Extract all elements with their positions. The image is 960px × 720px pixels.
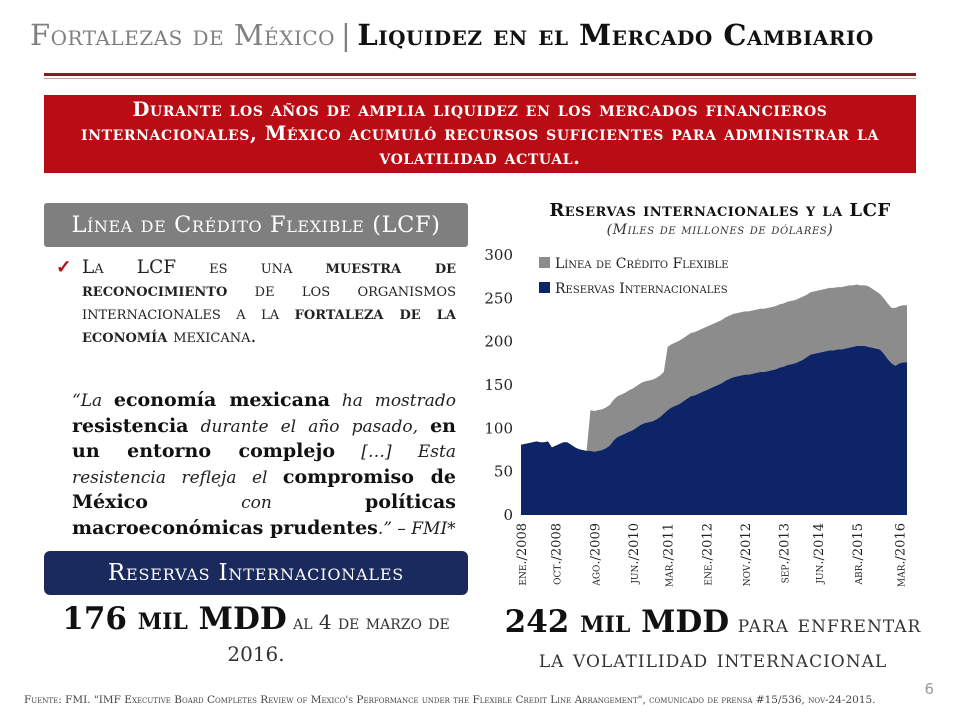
y-tick-label: 200 <box>484 333 513 351</box>
chart-title: Reservas internacionales y la LCF <box>549 200 891 221</box>
quote-text-6: .” – FMI* <box>377 518 456 539</box>
x-tick-label: abr./2015 <box>851 523 866 586</box>
x-tick-label: nov./2012 <box>739 523 754 586</box>
bullet-text-2: de los organismos internacionales a la <box>82 280 456 324</box>
series-reserves-area <box>521 346 907 515</box>
y-tick-label: 100 <box>484 419 513 437</box>
legend-swatch <box>539 257 550 268</box>
x-tick-label: ago./2009 <box>588 523 603 587</box>
series-lcf-area <box>521 284 907 452</box>
slide-title-left: Fortalezas de México <box>30 18 336 52</box>
quote-bold-4: compromiso de México <box>72 465 456 514</box>
page-number: 6 <box>924 680 934 698</box>
reserves-chart: 0 50 100 150 200 250 300 ene./2008 oct./2008 ago.… <box>484 246 908 587</box>
quote-bold-3: en un entorno complejo <box>72 414 456 463</box>
lcf-total-caption-2: la volatilidad internacional <box>538 645 888 673</box>
x-tick-label: mar./2011 <box>662 523 677 587</box>
quote-text-5: con <box>147 493 366 513</box>
lcf-total-value: 242 mil MDD <box>504 604 730 640</box>
lcf-bullet: ✓ La LCF es una muestra de reconocimient… <box>56 256 456 348</box>
reserves-section-header: Reservas Internacionales <box>44 551 468 595</box>
x-tick-label: sep./2013 <box>777 523 792 583</box>
check-icon: ✓ <box>56 257 72 278</box>
x-tick-label: jun./2010 <box>627 523 642 585</box>
legend-swatch <box>539 282 550 293</box>
y-tick-label: 50 <box>494 463 513 481</box>
y-tick-label: 250 <box>484 289 513 307</box>
quote-text-3: durante el año pasado, <box>188 416 431 437</box>
title-rule <box>44 73 916 76</box>
imf-quote: “La economía mexicana ha mostrado resist… <box>72 388 456 541</box>
lcf-total-caption: para enfrentar <box>729 610 922 638</box>
x-tick-label: ene./2012 <box>700 523 715 586</box>
reserves-caption: al 4 de marzo de 2016. <box>227 610 450 666</box>
bullet-text-3: mexicana. <box>167 326 257 347</box>
bullet-text-1: La LCF es una <box>82 257 326 278</box>
quote-text-2: ha mostrado <box>330 391 456 411</box>
legend-label: Reservas Internacionales <box>555 281 728 297</box>
bullet-bold-2: fortaleza de la economía <box>82 303 456 347</box>
quote-text-4: […] Esta resistencia refleja el <box>72 442 456 488</box>
slide-title-right: Liquidez en el Mercado Cambiario <box>357 18 874 52</box>
y-tick-label: 300 <box>484 246 513 264</box>
slide-title: Fortalezas de México | Liquidez en el Merc… <box>30 18 930 58</box>
quote-bold-5: políticas macroeconómicas prudentes <box>72 491 456 539</box>
reserves-summary: 176 mil MDD al 4 de marzo de 2016. <box>44 604 468 671</box>
reserves-header-label: Reservas Internacionales <box>107 560 405 586</box>
reserves-value: 176 mil MDD <box>62 601 287 637</box>
lcf-header-label: Línea de Crédito Flexible (LCF) <box>71 212 441 238</box>
source-footnote: Fuente: FMI. "IMF Executive Board Comple… <box>24 694 876 706</box>
x-tick-label: mar./2016 <box>893 523 908 587</box>
title-separator: | <box>341 18 352 52</box>
x-tick-label: jun./2014 <box>812 523 827 585</box>
chart-subtitle: (Miles de millones de dólares) <box>606 222 834 238</box>
y-tick-label: 150 <box>484 376 513 394</box>
x-tick-label: oct./2008 <box>550 523 565 585</box>
quote-text-1: “La <box>72 391 114 411</box>
x-tick-label: ene./2008 <box>515 523 530 586</box>
key-message-banner: Durante los años de amplia liquidez en l… <box>44 95 916 173</box>
lcf-total-summary: 242 mil MDD para enfrentar la volatilida… <box>478 606 948 678</box>
lcf-section-header: Línea de Crédito Flexible (LCF) <box>44 203 468 247</box>
bullet-bold-1: muestra de reconocimiento <box>82 257 456 301</box>
quote-bold-1: economía mexicana <box>113 389 331 411</box>
title-rule-thin <box>44 78 916 79</box>
legend-label: Línea de Crédito Flexible <box>555 256 729 272</box>
lcf-bullet-text: La LCF es una muestra de reconocimiento … <box>56 256 456 348</box>
y-tick-label: 0 <box>503 506 513 524</box>
banner-text: Durante los años de amplia liquidez en l… <box>81 98 879 169</box>
quote-bold-2: resistencia <box>72 414 189 437</box>
